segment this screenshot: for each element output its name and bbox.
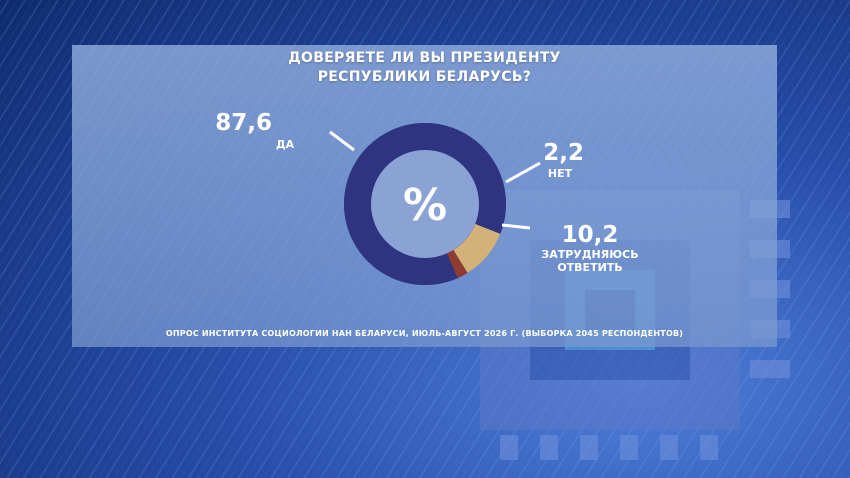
slice-category-label-1-0: НЕТ [548, 167, 573, 180]
slice-value-label-2: 10,2 [562, 222, 619, 248]
slice-value-label-1: 2,2 [543, 140, 584, 166]
survey-footnote: ОПРОС ИНСТИТУТА СОЦИОЛОГИИ НАН БЕЛАРУСИ,… [165, 329, 684, 338]
slice-value-label-0: 87,6 [215, 110, 272, 136]
slice-0 [344, 122, 506, 285]
chart-title-line1: ДОВЕРЯЕТЕ ЛИ ВЫ ПРЕЗИДЕНТУ [288, 50, 561, 66]
slice-1 [446, 249, 468, 279]
chart-panel: ДОВЕРЯЕТЕ ЛИ ВЫ ПРЕЗИДЕНТУ РЕСПУБЛИКИ БЕ… [72, 45, 777, 347]
leader-line-2 [501, 223, 531, 230]
slice-category-label-0-0: ДА [276, 138, 295, 151]
percent-symbol: % [403, 180, 447, 231]
donut-hole [371, 150, 479, 258]
leader-line-0 [329, 130, 355, 152]
slice-category-label-2-0: ЗАТРУДНЯЮСЬ [541, 248, 638, 261]
slice-2 [453, 223, 501, 273]
slice-category-label-2-1: ОТВЕТИТЬ [557, 261, 622, 274]
chart-title-line2: РЕСПУБЛИКИ БЕЛАРУСЬ? [317, 69, 532, 85]
chart-title: ДОВЕРЯЕТЕ ЛИ ВЫ ПРЕЗИДЕНТУ РЕСПУБЛИКИ БЕ… [72, 49, 777, 87]
leader-line-1 [505, 161, 541, 184]
